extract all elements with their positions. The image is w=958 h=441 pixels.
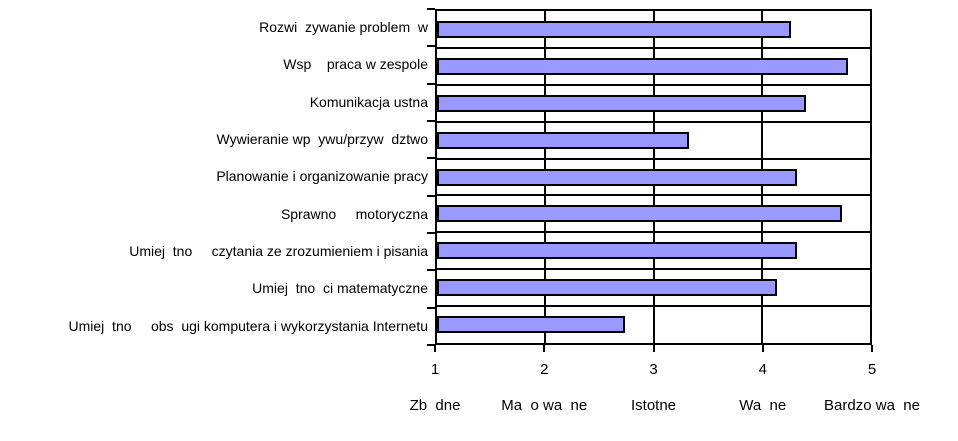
- category-label: Planowanie i organizowanie pracy: [216, 168, 428, 185]
- x-axis-scale-label: Zb dne: [409, 397, 461, 414]
- category-label: Rozwi zywanie problem w: [259, 19, 428, 35]
- value-tick: [652, 345, 655, 352]
- x-axis-scale-label: Istotne: [630, 397, 677, 414]
- category-boundary-line: [437, 83, 870, 86]
- value-tick: [761, 345, 764, 352]
- x-axis-tick-label: 4: [758, 361, 767, 378]
- category-tick: [427, 232, 435, 234]
- category-boundary-line: [437, 231, 870, 234]
- plot-area: [435, 9, 872, 345]
- category-label: Wywieranie wp ywu/przyw dztwo: [216, 131, 429, 147]
- category-label: Komunikacja ustna: [309, 93, 428, 110]
- category-tick: [427, 82, 435, 85]
- category-tick: [427, 120, 435, 122]
- category-label: Umiej tno ci matematyczne: [252, 280, 428, 297]
- x-axis-scale-label: Bardzo wa ne: [824, 397, 920, 414]
- x-axis-tick-label: 1: [430, 361, 440, 378]
- value-tick: [871, 345, 873, 352]
- bar: [437, 279, 777, 297]
- x-axis-tick-label: 2: [540, 361, 549, 378]
- x-axis-scale-label: Wa ne: [739, 397, 787, 414]
- category-boundary-line: [437, 46, 870, 49]
- value-tick: [543, 345, 546, 352]
- category-tick: [427, 8, 435, 10]
- category-tick: [427, 269, 435, 272]
- category-tick: [427, 194, 435, 197]
- category-boundary-line: [437, 305, 870, 308]
- bar: [437, 21, 791, 38]
- x-axis-tick-label: 5: [867, 361, 877, 378]
- category-boundary-line: [437, 120, 870, 123]
- bar: [437, 94, 807, 112]
- bar: [437, 168, 798, 186]
- bar: [437, 242, 798, 260]
- category-boundary-line: [437, 157, 870, 160]
- category-label: Umiej tno czytania ze zrozumieniem i pis…: [129, 243, 428, 259]
- category-boundary-line: [437, 194, 870, 197]
- bar: [437, 131, 690, 149]
- category-tick: [427, 344, 435, 346]
- category-label: Umiej tno obs ugi komputera i wykorzysta…: [68, 317, 429, 334]
- category-boundary-line: [437, 268, 870, 271]
- x-axis-tick-label: 3: [649, 361, 658, 378]
- category-axis-labels: Rozwi zywanie problem w Wsp praca w zespo…: [0, 9, 429, 345]
- bar: [437, 57, 849, 75]
- category-tick: [427, 157, 435, 160]
- x-axis-scale-label: Ma o wa ne: [501, 397, 588, 414]
- bar: [437, 316, 626, 334]
- category-label: Sprawno motoryczna: [280, 205, 428, 222]
- bar: [437, 205, 842, 223]
- category-tick: [427, 306, 435, 309]
- value-tick: [434, 345, 436, 352]
- category-label: Wsp praca w zespole: [283, 56, 428, 73]
- category-tick: [427, 45, 435, 48]
